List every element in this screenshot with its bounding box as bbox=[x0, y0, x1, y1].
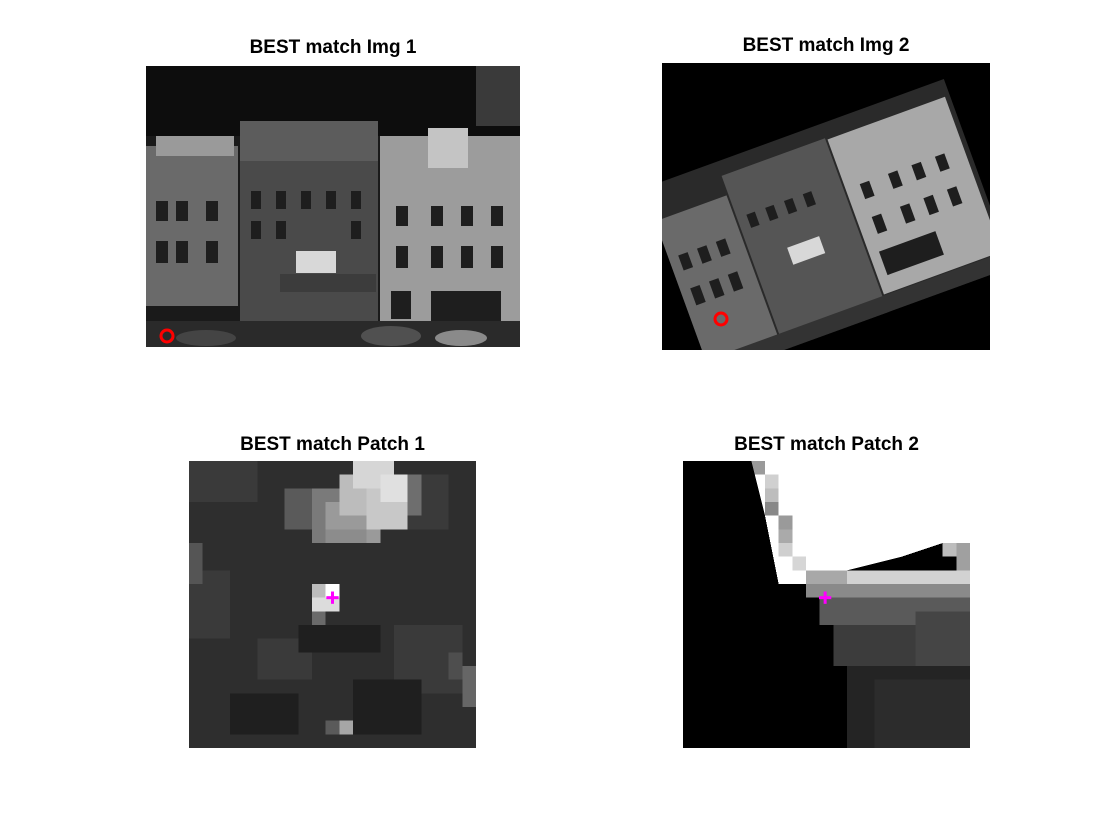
match-marker-plus bbox=[818, 591, 832, 604]
image-panel-1 bbox=[146, 66, 520, 347]
panel-title-patch2: BEST match Patch 2 bbox=[734, 434, 919, 455]
patch-panel-2 bbox=[683, 461, 970, 748]
match-marker-circle bbox=[713, 311, 729, 327]
building-photo-2 bbox=[662, 63, 990, 350]
panel-title-img1: BEST match Img 1 bbox=[249, 37, 417, 58]
image-panel-2 bbox=[662, 63, 990, 350]
patch-image-2 bbox=[683, 461, 970, 748]
match-marker-circle bbox=[159, 328, 175, 344]
patch-image-1 bbox=[189, 461, 476, 748]
panel-title-img2: BEST match Img 2 bbox=[742, 35, 910, 56]
patch-panel-1 bbox=[189, 461, 476, 748]
panel-title-patch1: BEST match Patch 1 bbox=[240, 434, 425, 455]
building-photo-1 bbox=[146, 66, 520, 347]
match-marker-plus bbox=[326, 591, 339, 604]
